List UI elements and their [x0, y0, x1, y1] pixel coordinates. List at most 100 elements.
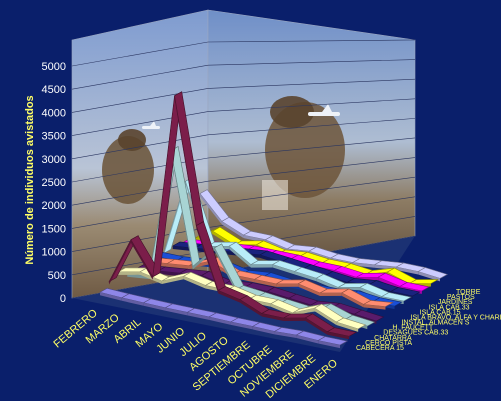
series-label: H. FAUCETT	[392, 325, 434, 332]
data-segment-edge	[230, 321, 253, 330]
gridline	[207, 157, 416, 182]
series-label: DESAGÜES CAB.33	[383, 329, 448, 337]
data-segment-edge	[363, 304, 386, 310]
series-label: INSTAL. ALMACEN S	[401, 320, 469, 327]
gridline	[207, 137, 416, 159]
data-segment-edge	[121, 297, 144, 306]
gridline	[71, 250, 209, 276]
y-tick-label: 3000	[42, 154, 66, 166]
data-segment-edge	[270, 303, 293, 316]
data-segment-edge	[158, 270, 180, 277]
data-segment-edge	[341, 292, 364, 308]
series-ribbon	[108, 91, 358, 340]
data-segment-edge	[272, 264, 295, 275]
series-label: JARDINES	[438, 299, 473, 306]
y-tick-label: 3500	[42, 131, 66, 143]
data-segment-edge	[298, 283, 320, 296]
series-label: TORRE	[456, 289, 481, 296]
data-segment	[380, 292, 412, 302]
series-label: PASTOS	[447, 294, 475, 301]
gridline	[207, 176, 416, 205]
data-segment-edge	[314, 308, 337, 325]
series-label: CABECERA 15	[356, 345, 404, 352]
series-label: ISLA CAB.33	[429, 304, 470, 311]
gridline	[207, 59, 416, 66]
data-segment-edge	[229, 246, 251, 268]
data-segment-edge	[209, 316, 231, 325]
data-segment-edge	[161, 276, 184, 284]
data-segment-edge	[100, 292, 122, 301]
gridline	[207, 98, 416, 112]
series-label: ISLA BRAVO, ALFA Y CHARLIE	[411, 314, 501, 321]
data-segment-edge	[196, 225, 219, 294]
y-tick-label: 1500	[42, 223, 66, 235]
data-segment	[399, 282, 430, 292]
series-label: CHATARRA	[374, 335, 412, 342]
data-segment-edge	[316, 278, 339, 291]
data-segment-edge	[214, 247, 237, 293]
data-segment-edge	[143, 302, 166, 311]
series-ribbon	[99, 287, 349, 349]
gridline	[207, 196, 416, 228]
data-segment	[390, 287, 421, 297]
y-tick-label: 4000	[42, 107, 66, 119]
y-tick-label: 4500	[42, 84, 66, 96]
data-segment-edge	[170, 150, 193, 270]
owl-photo-left	[102, 129, 154, 204]
y-tick-label: 500	[48, 270, 66, 282]
y-tick-label: 0	[60, 293, 66, 305]
data-segment-edge	[127, 273, 150, 279]
data-segment-edge	[254, 279, 277, 287]
data-segment-edge	[252, 326, 275, 335]
data-segment-edge	[187, 312, 210, 320]
data-segment-edge	[396, 266, 419, 275]
data-segment-edge	[261, 313, 284, 321]
gridline	[71, 88, 209, 113]
data-segment-edge	[240, 299, 262, 317]
series-ribbon	[199, 189, 448, 282]
airplane-icon	[308, 104, 340, 116]
data-segment-edge	[327, 331, 350, 340]
data-segment-edge	[250, 264, 273, 268]
y-axis-label: Número de individuos avistados	[24, 95, 36, 264]
data-segment-edge	[152, 95, 175, 280]
owl-photo-right	[262, 96, 345, 210]
data-segment-edge	[167, 263, 190, 269]
data-segment-edge	[294, 271, 317, 282]
y-tick-label: 5000	[42, 61, 66, 73]
data-segment-edge	[174, 95, 197, 229]
data-segment-edge	[352, 262, 375, 268]
data-segment-edge	[140, 271, 162, 284]
data-segment-edge	[305, 317, 328, 335]
data-segment-edge	[276, 283, 299, 287]
data-segment-edge	[296, 335, 319, 344]
y-axis-ticks: 0 500 1000 1500 2000 2500 3000 3500 4000 4500 5000	[42, 61, 66, 305]
y-tick-label: 1000	[42, 247, 66, 259]
data-segment-edge	[130, 239, 153, 280]
data-segment-edge	[318, 340, 340, 349]
data-segment-edge	[218, 290, 240, 303]
series-label: CERCO PISTA	[365, 340, 412, 347]
ribbons	[99, 91, 448, 349]
data-segment	[326, 327, 358, 337]
gridline	[207, 118, 416, 136]
data-segment-edge	[183, 276, 206, 289]
data-segment-edge	[320, 292, 342, 296]
airplane-icon	[142, 121, 160, 129]
series-label: ISLA CAB.15	[420, 309, 461, 316]
data-segment-edge	[109, 239, 131, 285]
data-segment-edge	[200, 193, 222, 225]
data-segment-edge	[336, 321, 359, 332]
gridline	[207, 39, 416, 43]
gridline	[71, 41, 209, 67]
data-segment-edge	[118, 271, 140, 275]
gridline	[207, 78, 416, 89]
gridline	[71, 64, 209, 90]
data-segment-edge	[165, 307, 188, 316]
data-segment-edge	[283, 317, 306, 321]
data-segment-edge	[221, 221, 244, 239]
y-tick-label: 2000	[42, 200, 66, 212]
